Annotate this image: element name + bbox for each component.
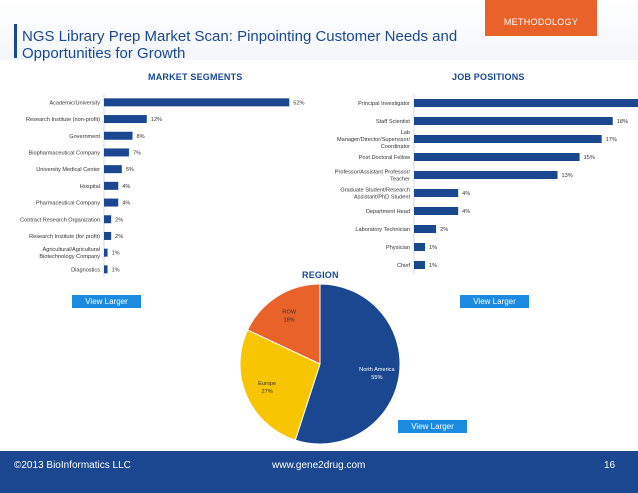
segment-value-label: 1% xyxy=(112,267,120,273)
pie-label: ROW xyxy=(282,309,296,315)
footer-website[interactable]: www.gene2drug.com xyxy=(272,460,366,471)
footer: ©2013 BioInformatics LLC www.gene2drug.c… xyxy=(0,451,638,493)
job-bar xyxy=(414,153,580,161)
job-bar xyxy=(414,243,426,251)
segment-value-label: 4% xyxy=(122,184,130,190)
job-positions-chart: Principal Investigator24%Staff Scientist… xyxy=(335,94,638,274)
pie-label: Europe xyxy=(258,381,276,387)
job-value-label: 13% xyxy=(562,173,573,179)
pie-slice-row xyxy=(246,283,321,365)
job-category-label: Department Head xyxy=(366,209,410,215)
pie-slice-europe xyxy=(239,329,321,441)
job-bar xyxy=(414,207,459,215)
job-value-label: 2% xyxy=(440,227,448,233)
segment-category-label: Agricultural/Agricultural xyxy=(42,247,100,253)
segment-value-label: 7% xyxy=(133,150,141,156)
segment-value-label: 52% xyxy=(293,100,304,106)
pie-label: North America xyxy=(359,367,395,373)
segment-value-label: 5% xyxy=(126,167,134,173)
segment-bar xyxy=(104,231,112,240)
segment-bar xyxy=(104,148,129,157)
job-category-label: Professor/Assistant Professor/ xyxy=(335,170,411,176)
segment-bar xyxy=(104,131,133,140)
market-segments-chart: Academic/University 52% Research Institute… xyxy=(20,94,305,278)
job-value-label: 1% xyxy=(429,263,437,269)
job-category-label: Teacher xyxy=(390,177,410,183)
pie-value-label: 55% xyxy=(371,375,382,381)
job-bar xyxy=(414,171,558,179)
market-segments-title: MARKET SEGMENTS xyxy=(148,72,243,82)
segment-category-label: Biopharmaceutical Company xyxy=(28,150,100,156)
segment-category-label: University Medical Center xyxy=(36,167,100,173)
segment-value-label: 1% xyxy=(112,251,120,257)
segment-value-label: 2% xyxy=(115,234,123,240)
segment-category-label: Government xyxy=(69,134,100,140)
segment-bar xyxy=(104,198,119,207)
segment-category-label: Biotechnology Company xyxy=(39,254,100,260)
segment-category-label: Hospital xyxy=(80,184,100,190)
job-category-label: Coordinator xyxy=(381,144,410,150)
job-value-label: 4% xyxy=(462,191,470,197)
job-bar xyxy=(414,117,613,125)
pie-value-label: 27% xyxy=(262,389,273,395)
job-category-label: Principal Investigator xyxy=(358,101,410,107)
region-title: REGION xyxy=(302,270,339,280)
methodology-tab[interactable]: METHODOLOGY xyxy=(485,0,597,36)
job-category-label: Post Doctoral Fellow xyxy=(359,155,411,161)
segment-category-label: Academic/University xyxy=(49,100,100,106)
segment-bar xyxy=(104,115,147,124)
job-value-label: 4% xyxy=(462,209,470,215)
segment-category-label: Contract Research Organization xyxy=(20,217,100,223)
pie-slice-north-america xyxy=(294,283,401,445)
segment-category-label: Research Institute (non-profit) xyxy=(26,117,100,123)
segment-value-label: 12% xyxy=(151,117,162,123)
slide-header: NGS Library Prep Market Scan: Pinpointin… xyxy=(0,0,638,62)
view-larger-region-button[interactable]: View Larger xyxy=(398,420,467,433)
segment-bar xyxy=(104,215,112,224)
segment-category-label: Research Institute (for profit) xyxy=(29,234,100,240)
segment-value-label: 4% xyxy=(122,201,130,207)
title-accent-rule xyxy=(14,24,17,58)
segment-category-label: Pharmaceutical Company xyxy=(36,201,100,207)
segment-category-label: Diagnostics xyxy=(71,267,100,273)
job-category-label: Chief xyxy=(397,263,411,269)
job-positions-title: JOB POSITIONS xyxy=(452,72,525,82)
footer-page-number: 16 xyxy=(604,460,616,471)
segment-bar xyxy=(104,165,122,174)
job-value-label: 17% xyxy=(606,137,617,143)
job-bar xyxy=(414,189,459,197)
job-bar xyxy=(414,225,437,233)
job-category-label: Graduate Student/Research xyxy=(340,188,410,194)
job-category-label: Physician xyxy=(386,245,410,251)
page-title: NGS Library Prep Market Scan: Pinpointin… xyxy=(22,28,458,62)
job-value-label: 15% xyxy=(584,155,595,161)
job-category-label: Staff Scientist xyxy=(376,119,411,125)
segment-bar xyxy=(104,265,108,274)
region-pie-chart: North America 55% Europe 27% ROW 18% xyxy=(239,283,401,445)
job-category-label: Laboratory Technician xyxy=(355,227,410,233)
job-value-label: 18% xyxy=(617,119,628,125)
job-value-label: 1% xyxy=(429,245,437,251)
segment-bar xyxy=(104,248,108,257)
job-category-label: Lab xyxy=(401,130,410,136)
footer-copyright: ©2013 BioInformatics LLC xyxy=(14,460,131,471)
job-category-label: Manager/Director/Supervisor/ xyxy=(337,137,411,143)
view-larger-market-segments-button[interactable]: View Larger xyxy=(72,295,141,308)
job-bar xyxy=(414,99,638,107)
job-bar xyxy=(414,135,602,143)
segment-value-label: 2% xyxy=(115,217,123,223)
segment-bar xyxy=(104,98,290,107)
job-bar xyxy=(414,261,426,269)
pie-value-label: 18% xyxy=(284,317,295,323)
segment-value-label: 8% xyxy=(137,134,145,140)
segment-bar xyxy=(104,181,119,190)
job-category-label: Assistant/PhD Student xyxy=(354,195,410,201)
view-larger-job-positions-button[interactable]: View Larger xyxy=(460,295,529,308)
